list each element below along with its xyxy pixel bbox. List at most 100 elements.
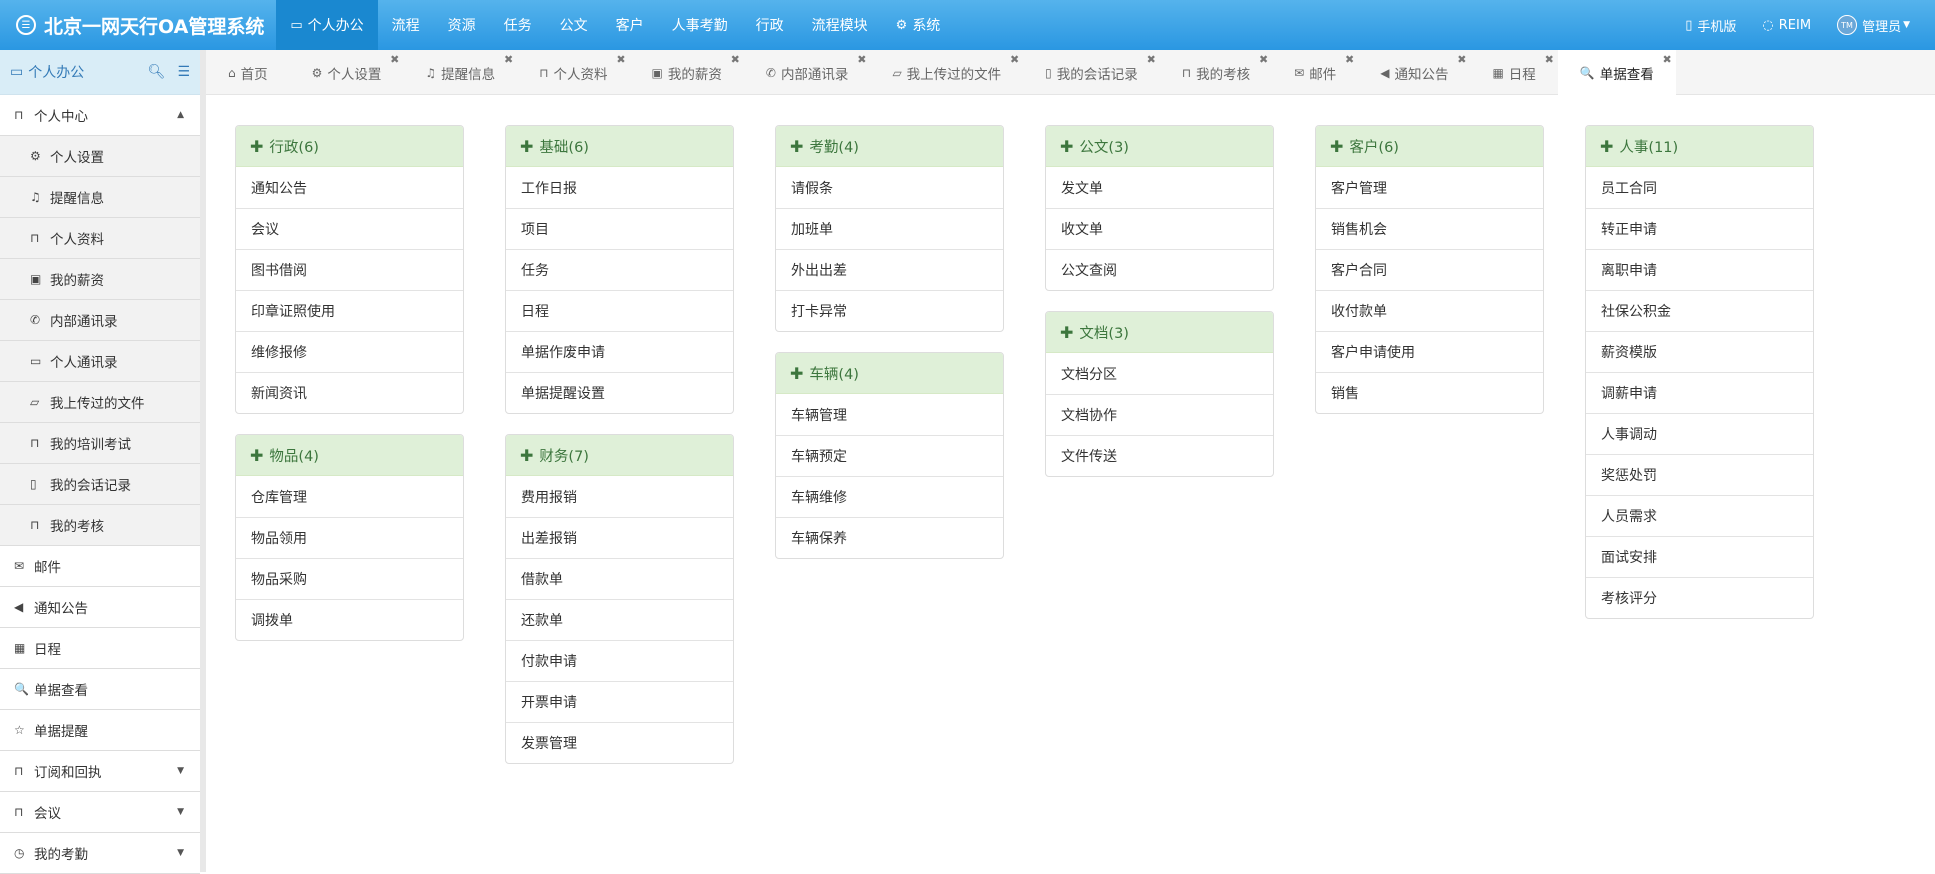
card-link[interactable]: 日程: [506, 290, 733, 331]
close-icon[interactable]: ✖: [503, 53, 514, 66]
tab[interactable]: ⌂ 首页: [206, 50, 290, 95]
close-icon[interactable]: ✖: [616, 53, 626, 66]
card-link[interactable]: 面试安排: [1586, 536, 1813, 577]
sidebar-item[interactable]: ⊓ 订阅和回执 ▼: [0, 751, 200, 792]
card-link[interactable]: 请假条: [791, 180, 833, 197]
card-link[interactable]: 维修报修: [236, 331, 463, 372]
card-link[interactable]: 外出出差: [776, 249, 1003, 290]
card-link[interactable]: 通知公告: [251, 180, 307, 197]
card-link[interactable]: 社保公积金: [1586, 290, 1813, 331]
card-link[interactable]: 发文单: [1061, 180, 1103, 197]
card-link[interactable]: 付款申请: [506, 640, 733, 681]
card-link[interactable]: 单据作废申请: [506, 331, 733, 372]
sidebar-item[interactable]: ⊓ 我的考核: [0, 505, 200, 546]
card-link[interactable]: 车辆预定: [776, 435, 1003, 476]
tab[interactable]: ▣ 我的薪资 ✖: [630, 50, 744, 95]
nav-item[interactable]: 客户: [602, 0, 658, 50]
card-header[interactable]: ✚ 基础(6): [506, 126, 733, 167]
close-icon[interactable]: ✖: [1345, 53, 1355, 66]
close-icon[interactable]: ✖: [730, 53, 740, 66]
card-link[interactable]: 会议: [236, 208, 463, 249]
sidebar-item[interactable]: ⊓ 会议 ▼: [0, 792, 200, 833]
sidebar-item[interactable]: 🔍 单据查看: [0, 669, 200, 710]
card-header[interactable]: ✚ 考勤(4): [776, 126, 1003, 167]
sidebar-item[interactable]: ▯ 我的会话记录: [0, 464, 200, 505]
card-link[interactable]: 图书借阅: [236, 249, 463, 290]
user-menu[interactable]: TM 管理员 ▼: [1824, 0, 1923, 50]
sidebar-group-personal-center[interactable]: ⊓ 个人中心 ▲: [0, 95, 200, 136]
card-link[interactable]: 收文单: [1046, 208, 1273, 249]
card-link[interactable]: 收付款单: [1316, 290, 1543, 331]
card-link[interactable]: 文档分区: [1061, 366, 1117, 383]
card-link[interactable]: 加班单: [776, 208, 1003, 249]
close-icon[interactable]: ✖: [1457, 53, 1467, 66]
card-link[interactable]: 文件传送: [1046, 435, 1273, 476]
plus-icon[interactable]: ✚: [250, 136, 264, 156]
card-header[interactable]: ✚ 人事(11): [1586, 126, 1813, 167]
card-link[interactable]: 新闻资讯: [236, 372, 463, 413]
plus-icon[interactable]: ✚: [1330, 136, 1344, 156]
card-header[interactable]: ✚ 公文(3): [1046, 126, 1273, 167]
card-header[interactable]: ✚ 车辆(4): [776, 353, 1003, 394]
sidebar-item[interactable]: ◷ 我的考勤 ▼: [0, 833, 200, 874]
card-header[interactable]: ✚ 客户(6): [1316, 126, 1543, 167]
card-link[interactable]: 调薪申请: [1586, 372, 1813, 413]
nav-item[interactable]: 人事考勤: [658, 0, 742, 50]
tab[interactable]: ⚙ 个人设置 ✖: [290, 50, 404, 95]
sidebar-scrollbar[interactable]: [200, 50, 206, 872]
card-link[interactable]: 物品领用: [236, 517, 463, 558]
plus-icon[interactable]: ✚: [1060, 136, 1074, 156]
app-brand[interactable]: ☰ 北京一网天行OA管理系统: [0, 0, 276, 50]
card-link[interactable]: 仓库管理: [251, 489, 307, 506]
card-link[interactable]: 还款单: [506, 599, 733, 640]
sidebar-item[interactable]: ⊓ 我的培训考试: [0, 423, 200, 464]
sidebar-item[interactable]: ▦ 日程: [0, 628, 200, 669]
card-link[interactable]: 考核评分: [1586, 577, 1813, 618]
sidebar-item[interactable]: ▣ 我的薪资: [0, 259, 200, 300]
nav-item[interactable]: 资源: [434, 0, 490, 50]
tab[interactable]: ✉ 邮件 ✖: [1272, 50, 1358, 95]
sidebar-item[interactable]: ☆ 单据提醒: [0, 710, 200, 751]
sidebar-item[interactable]: ▱ 我上传过的文件: [0, 382, 200, 423]
card-header[interactable]: ✚ 行政(6): [236, 126, 463, 167]
plus-icon[interactable]: ✚: [790, 363, 804, 383]
card-link[interactable]: 客户合同: [1316, 249, 1543, 290]
tab[interactable]: ⊓ 个人资料 ✖: [517, 50, 629, 95]
menu-icon[interactable]: ☰: [177, 64, 190, 80]
card-header[interactable]: ✚ 文档(3): [1046, 312, 1273, 353]
plus-icon[interactable]: ✚: [1060, 322, 1074, 342]
plus-icon[interactable]: ✚: [520, 136, 534, 156]
sidebar-item[interactable]: ⊓ 个人资料: [0, 218, 200, 259]
card-link[interactable]: 项目: [506, 208, 733, 249]
sidebar-item[interactable]: ⚙ 个人设置: [0, 136, 200, 177]
close-icon[interactable]: ✖: [857, 53, 867, 66]
card-header[interactable]: ✚ 财务(7): [506, 435, 733, 476]
card-link[interactable]: 车辆维修: [776, 476, 1003, 517]
nav-item[interactable]: 流程: [378, 0, 434, 50]
sidebar-item[interactable]: ◀ 通知公告: [0, 587, 200, 628]
card-link[interactable]: 工作日报: [521, 180, 577, 197]
card-link[interactable]: 任务: [506, 249, 733, 290]
sidebar-item[interactable]: ▭ 个人通讯录: [0, 341, 200, 382]
card-link[interactable]: 单据提醒设置: [506, 372, 733, 413]
card-link[interactable]: 打卡异常: [776, 290, 1003, 331]
card-header[interactable]: ✚ 物品(4): [236, 435, 463, 476]
nav-item[interactable]: 任务: [490, 0, 546, 50]
nav-item[interactable]: ▭ 个人办公: [276, 0, 378, 50]
card-link[interactable]: 员工合同: [1601, 180, 1657, 197]
card-link[interactable]: 销售: [1316, 372, 1543, 413]
card-link[interactable]: 奖惩处罚: [1586, 454, 1813, 495]
card-link[interactable]: 调拨单: [236, 599, 463, 640]
card-link[interactable]: 借款单: [506, 558, 733, 599]
card-link[interactable]: 物品采购: [236, 558, 463, 599]
card-link[interactable]: 车辆管理: [791, 407, 847, 424]
sidebar-item[interactable]: ♫ 提醒信息: [0, 177, 200, 218]
close-icon[interactable]: ✖: [1258, 53, 1269, 66]
card-link[interactable]: 人事调动: [1586, 413, 1813, 454]
close-icon[interactable]: ✖: [1544, 53, 1554, 66]
tab[interactable]: ◀ 通知公告 ✖: [1358, 50, 1470, 95]
close-icon[interactable]: ✖: [1146, 53, 1156, 66]
plus-icon[interactable]: ✚: [520, 445, 534, 465]
nav-item[interactable]: 公文: [546, 0, 602, 50]
plus-icon[interactable]: ✚: [250, 445, 264, 465]
